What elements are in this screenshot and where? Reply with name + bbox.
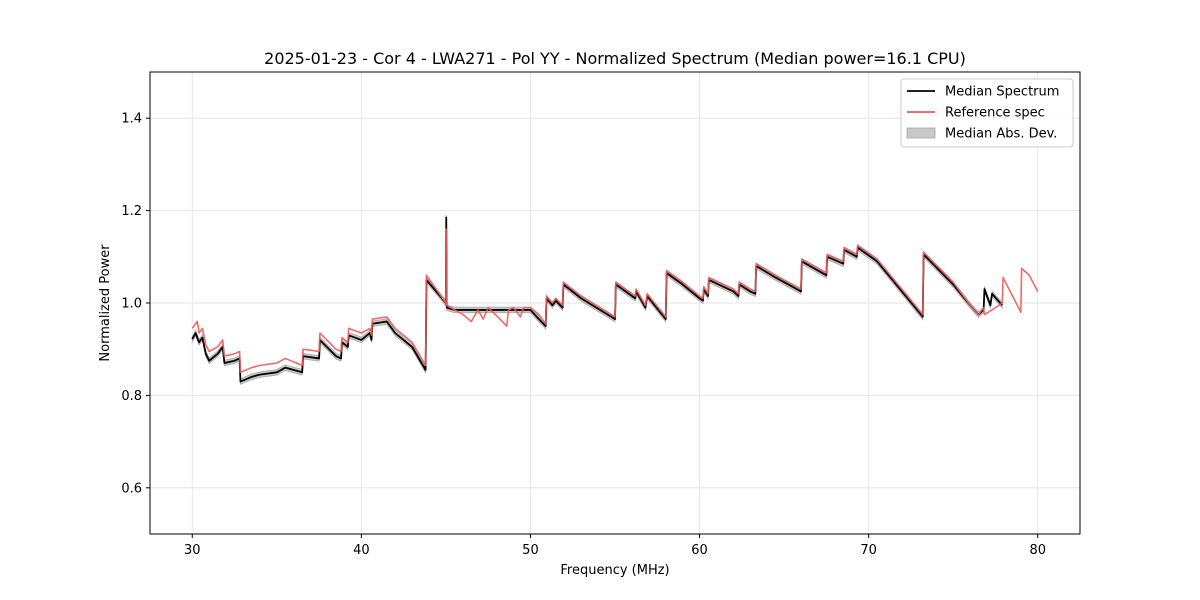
series-line-median-spectrum (191, 216, 1003, 383)
legend: Median Spectrum Reference spec Median Abs.… (900, 78, 1074, 148)
chart-title: 2025-01-23 - Cor 4 - LWA271 - Pol YY - N… (264, 49, 966, 68)
legend-box (900, 78, 1074, 148)
legend-label-reference-spec: Reference spec (945, 106, 1045, 121)
y-tick-label-1: 0.8 (121, 389, 142, 404)
x-tick-label-0: 30 (184, 543, 201, 558)
x-axis-ticks: 30 40 50 60 70 80 (184, 534, 1046, 558)
legend-label-median-abs-dev: Median Abs. Dev. (945, 127, 1057, 142)
y-tick-label-4: 1.4 (121, 112, 142, 127)
y-axis-ticks: 0.6 0.8 1.0 1.2 1.4 (121, 112, 150, 496)
x-tick-label-2: 50 (522, 543, 539, 558)
x-tick-label-3: 60 (691, 543, 708, 558)
series-layer (191, 216, 1039, 383)
legend-label-median-spectrum: Median Spectrum (945, 85, 1059, 100)
series-line-reference-spec (191, 228, 1039, 374)
x-axis-title: Frequency (MHz) (560, 563, 669, 578)
x-tick-label-4: 70 (860, 543, 877, 558)
y-tick-label-3: 1.2 (121, 204, 142, 219)
x-tick-label-1: 40 (353, 543, 370, 558)
y-tick-label-0: 0.6 (121, 481, 142, 496)
y-tick-label-2: 1.0 (121, 297, 142, 312)
y-axis-title: Normalized Power (98, 244, 113, 362)
legend-swatch-median-abs-dev (906, 127, 936, 139)
x-tick-label-5: 80 (1029, 543, 1046, 558)
